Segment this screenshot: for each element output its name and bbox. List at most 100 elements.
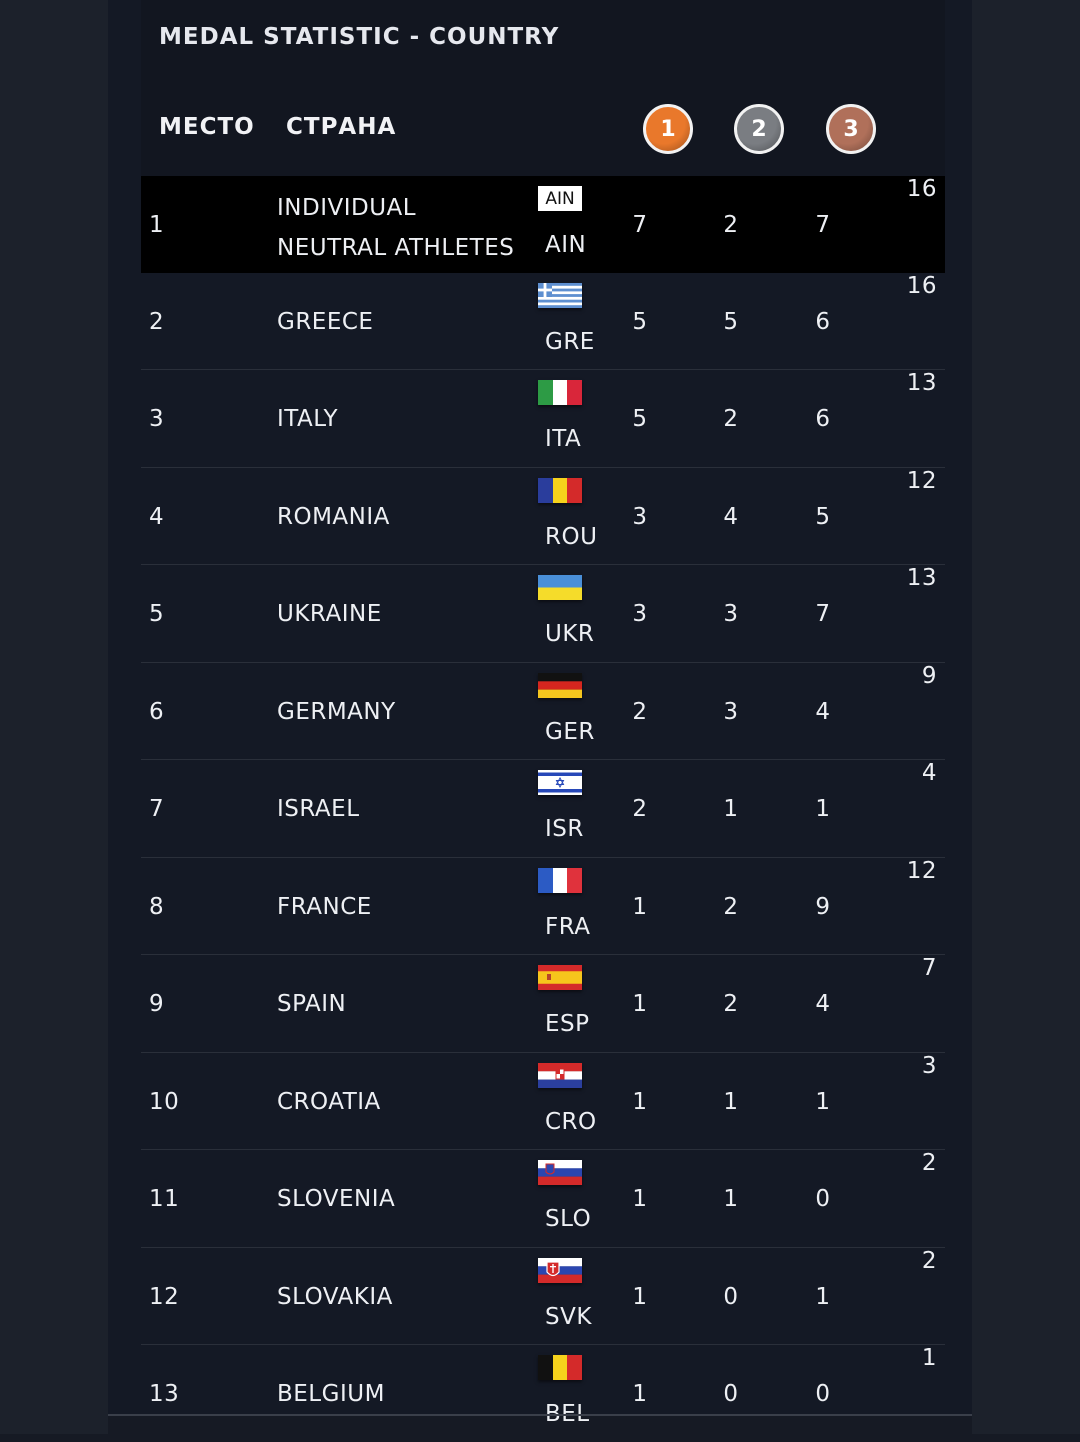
gold-count: 1 [632,1088,648,1115]
country-name: ISRAEL [277,796,360,822]
bronze-count: 7 [815,212,831,238]
country-name: INDIVIDUAL NEUTRAL ATHLETES [277,188,514,268]
country-code: ROU [545,523,598,550]
table-header: MEDAL STATISTIC - COUNTRY МЕСТО СТРАНА 1… [141,0,945,176]
country-name: BELGIUM [277,1381,385,1407]
silver-count: 3 [723,698,739,725]
total-count: 2 [921,1150,937,1176]
table-row[interactable]: 4 ROMANIA ROU 3 4 5 12 [141,467,945,565]
gold-count: 1 [632,1381,648,1407]
table-row[interactable]: 13 BELGIUM BEL 1 0 0 1 [141,1345,945,1442]
israel-flag-icon [538,770,582,795]
total-count: 16 [906,176,937,202]
gold-medal-icon[interactable]: 1 [643,104,693,154]
gold-count: 1 [632,1186,648,1212]
country-name-line-2: NEUTRAL ATHLETES [277,235,515,261]
italy-flag-icon [538,380,582,405]
total-count: 4 [921,760,937,786]
column-header-country[interactable]: СТРАНА [286,114,397,140]
ain-flag-icon: AIN [538,186,582,211]
germany-flag-icon [538,672,582,698]
medal-panel: MEDAL STATISTIC - COUNTRY МЕСТО СТРАНА 1… [108,0,972,1427]
romania-flag-icon [538,477,582,503]
country-code: FRA [545,913,591,940]
country-name: SPAIN [277,991,347,1017]
bronze-count: 4 [815,991,831,1017]
rank: 2 [149,308,165,335]
bronze-count: 0 [815,1186,831,1212]
country-name-line-1: INDIVIDUAL [277,195,417,221]
table-row[interactable]: 3 ITALY ITA 5 2 6 13 [141,370,945,468]
silver-medal-icon[interactable]: 2 [734,104,784,154]
country-name: GREECE [277,308,374,335]
country-name: UKRAINE [277,601,382,627]
silver-count: 0 [723,1381,739,1407]
left-margin [0,0,108,1434]
gold-count: 1 [632,1283,648,1310]
flag-label: AIN [545,188,575,209]
silver-count: 0 [723,1283,739,1310]
country-code: GER [545,718,595,745]
bronze-count: 0 [815,1381,831,1407]
total-count: 12 [906,467,937,494]
country-name: CROATIA [277,1088,381,1115]
gold-count: 5 [632,406,648,432]
slovenia-flag-icon [538,1160,582,1185]
bronze-count: 1 [815,1283,831,1310]
total-count: 3 [921,1052,937,1079]
table-row[interactable]: 7 ISRAEL ISR 2 1 1 4 [141,760,945,858]
rank: 1 [149,212,165,238]
bronze-count: 1 [815,796,831,822]
rank: 11 [149,1186,180,1212]
table-row[interactable]: 6 GERMANY GER 2 3 4 9 [141,663,945,760]
country-name: SLOVENIA [277,1186,396,1212]
country-code: SVK [545,1303,592,1330]
silver-count: 4 [723,503,739,530]
country-code: AIN [545,232,587,258]
total-count: 12 [906,857,937,884]
gold-count: 2 [632,698,648,725]
rank: 7 [149,796,165,822]
table-row[interactable]: 11 SLOVENIA SLO 1 1 0 2 [141,1150,945,1248]
rank: 6 [149,698,165,725]
country-code: CRO [545,1108,597,1135]
country-code: ITA [545,426,582,452]
rank: 12 [149,1283,180,1310]
gold-count: 5 [632,308,648,335]
table-row[interactable]: 12 SLOVAKIA SVK 1 0 1 2 [141,1248,945,1345]
table-row[interactable]: 8 FRANCE FRA 1 2 9 12 [141,857,945,955]
gold-count: 3 [632,503,648,530]
total-count: 1 [921,1345,937,1371]
country-code: ESP [545,1011,590,1037]
silver-count: 3 [723,601,739,627]
column-header-place[interactable]: МЕСТО [159,114,255,140]
silver-count: 2 [723,893,739,920]
rank: 8 [149,893,165,920]
gold-count: 7 [632,212,648,238]
country-name: FRANCE [277,893,372,920]
table-row[interactable]: 10 CROATIA CRO 1 1 1 3 [141,1052,945,1150]
table-row[interactable]: 1 INDIVIDUAL NEUTRAL ATHLETES AIN AIN 7 … [141,176,945,273]
bronze-count: 6 [815,406,831,432]
table-row[interactable]: 5 UKRAINE UKR 3 3 7 13 [141,565,945,663]
rank: 4 [149,503,165,530]
country-name: ROMANIA [277,503,390,530]
country-code: ISR [545,816,584,842]
table-row[interactable]: 2 GREECE GRE 5 [141,273,945,370]
gold-count: 2 [632,796,648,822]
croatia-flag-icon [538,1062,582,1088]
country-name: ITALY [277,406,339,432]
silver-count: 2 [723,406,739,432]
greece-flag-icon [538,282,582,308]
belgium-flag-icon [538,1355,582,1380]
bronze-count: 1 [815,1088,831,1115]
silver-count: 5 [723,308,739,335]
bronze-count: 6 [815,308,831,335]
bronze-count: 7 [815,601,831,627]
bronze-medal-icon[interactable]: 3 [826,104,876,154]
gold-count: 3 [632,601,648,627]
rank: 5 [149,601,165,627]
gold-count: 1 [632,893,648,920]
table-row[interactable]: 9 SPAIN ESP 1 2 4 7 [141,955,945,1053]
total-count: 13 [906,565,937,591]
